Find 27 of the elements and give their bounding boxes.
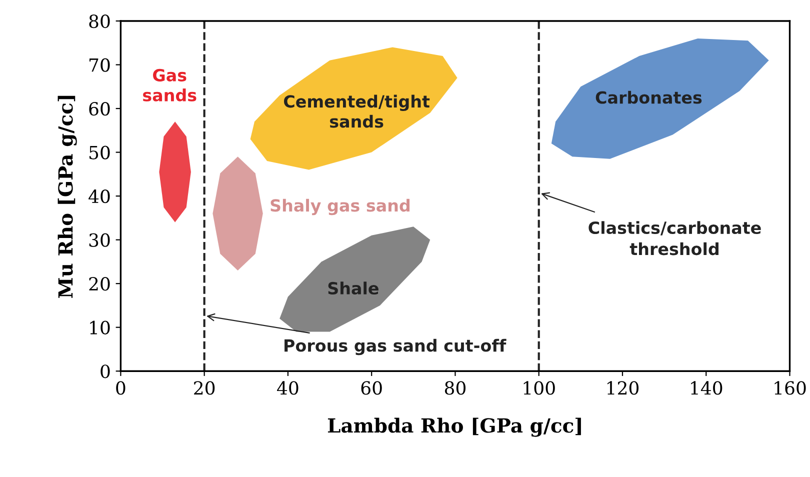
x-tick-label: 0: [116, 381, 126, 395]
x-tick-label: 80: [444, 381, 466, 395]
ref-line-label: Clastics/carbonate threshold: [588, 221, 761, 256]
y-tick-label: 80: [89, 14, 110, 28]
x-tick-label: 100: [524, 381, 555, 395]
x-tick-label: 60: [361, 381, 382, 395]
y-tick-label: 40: [88, 190, 110, 204]
ref-line-label: Porous gas sand cut-off: [284, 338, 506, 356]
x-tick-label: 160: [774, 381, 806, 395]
y-tick-label: 30: [89, 233, 110, 247]
x-tick-label: 140: [691, 381, 722, 395]
y-tick-label: 10: [90, 320, 110, 334]
series-label: Carbonates: [596, 90, 702, 104]
x-tick-label: 40: [277, 381, 298, 395]
y-tick-label: 20: [89, 277, 110, 291]
series-label: Cemented/tight sands: [284, 94, 430, 128]
y-tick-label: 60: [89, 102, 110, 116]
y-tick-label: 50: [90, 146, 110, 160]
series-label: Shaly gas sand: [270, 198, 410, 216]
y-tick-label: 70: [90, 58, 110, 72]
y-axis-title: Mu Rho [GPa g/cc]: [58, 96, 77, 298]
x-tick-label: 20: [194, 381, 215, 395]
x-tick-label: 120: [607, 381, 639, 395]
series-label: Shale: [328, 282, 378, 295]
series-label: Gas sands: [143, 68, 196, 102]
y-tick-label: 0: [100, 364, 110, 378]
x-axis-title: Lambda Rho [GPa g/cc]: [328, 418, 581, 437]
